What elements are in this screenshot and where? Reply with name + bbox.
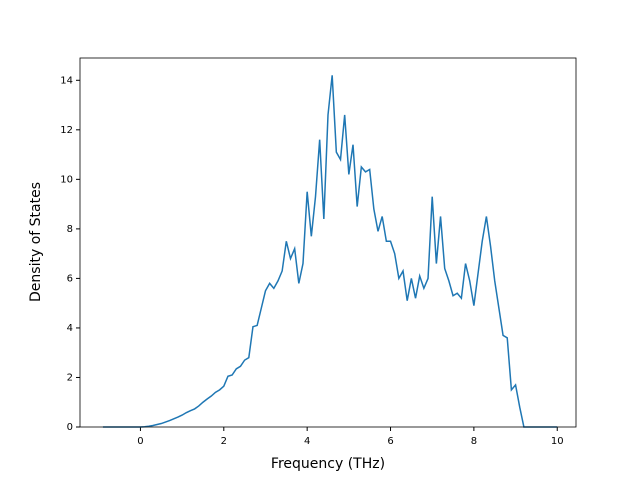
y-tick-label: 12	[60, 125, 73, 136]
y-tick-label: 2	[67, 372, 73, 383]
x-tick-label: 6	[387, 436, 393, 447]
y-axis-label: Density of States	[28, 182, 44, 302]
y-tick-label: 0	[67, 422, 73, 433]
y-tick-label: 4	[67, 323, 73, 334]
x-tick-label: 4	[304, 436, 310, 447]
y-tick-label: 8	[67, 224, 73, 235]
y-tick-label: 10	[60, 174, 73, 185]
x-tick-label: 2	[221, 436, 227, 447]
x-tick-label: 10	[551, 436, 564, 447]
plot-frame	[79, 57, 577, 428]
data-line	[102, 75, 558, 428]
y-tick-label: 6	[67, 273, 73, 284]
x-tick-label: 8	[471, 436, 477, 447]
y-tick-label: 14	[60, 75, 73, 86]
x-axis-label: Frequency (THz)	[271, 456, 385, 472]
x-tick-label: 0	[137, 436, 143, 447]
